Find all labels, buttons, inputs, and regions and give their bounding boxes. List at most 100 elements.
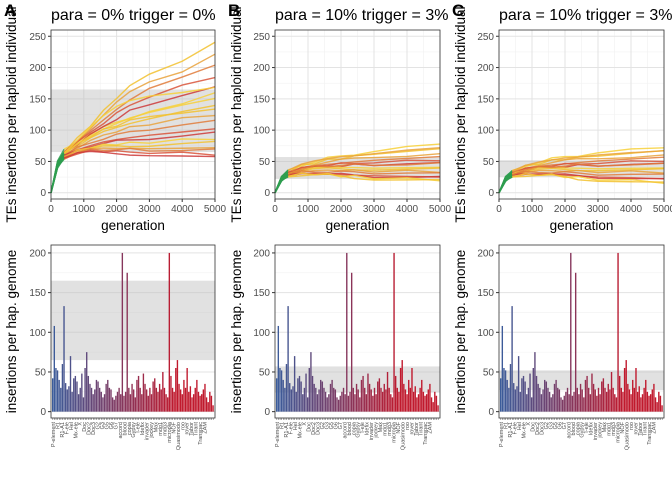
category-label: P-element xyxy=(51,422,57,448)
bar xyxy=(364,387,366,412)
bar xyxy=(139,387,141,412)
bar xyxy=(553,383,556,412)
bar xyxy=(429,383,431,412)
bar xyxy=(430,397,433,412)
bar xyxy=(212,405,214,412)
bar xyxy=(279,368,281,412)
bar xyxy=(503,368,505,412)
category-label: R1 xyxy=(503,422,509,429)
category-label: ZAM xyxy=(652,422,658,434)
bar xyxy=(552,394,554,412)
y-tick-label: 200 xyxy=(29,248,46,259)
bar xyxy=(110,389,112,412)
bar xyxy=(292,386,294,412)
bar xyxy=(661,405,663,412)
y-tick-label: 150 xyxy=(477,288,494,299)
category-label: G3 xyxy=(548,422,554,429)
y-tick-label: 100 xyxy=(253,126,270,137)
bar xyxy=(118,387,120,412)
bar xyxy=(570,252,572,412)
bar xyxy=(81,373,83,412)
x-tick-label: 0 xyxy=(48,204,54,215)
bar xyxy=(620,387,623,412)
category-label: mdg1 xyxy=(607,422,613,436)
bar xyxy=(386,371,389,412)
category-label: NOF xyxy=(171,421,177,433)
shaded-band xyxy=(499,370,664,391)
bar xyxy=(171,387,174,412)
bar xyxy=(651,389,653,412)
y-axis-label: insertions per hap. genome xyxy=(453,250,468,414)
bar xyxy=(285,364,288,412)
bar xyxy=(643,387,645,412)
bar xyxy=(168,252,171,412)
line-panel-C: 0 50 100 150 200 250 0 1000 2000 3000 4000 5000 para… xyxy=(452,1,672,233)
x-axis-label: generation xyxy=(326,218,390,233)
series-line xyxy=(511,162,665,176)
category-label: Idefix xyxy=(365,422,371,435)
panel-title: para = 10% trigger = 3% xyxy=(275,7,448,24)
bar xyxy=(90,387,93,412)
bar xyxy=(76,381,78,412)
bar xyxy=(207,402,209,412)
category-label: F-ele xyxy=(288,422,294,435)
category-label: R1-A1 xyxy=(60,422,66,438)
category-label: accord xyxy=(566,422,572,439)
bar xyxy=(354,394,356,412)
bar xyxy=(167,397,169,412)
category-label: I-ele xyxy=(136,422,142,433)
bar-panel-4: 0 50 100 150 200 P-elementR1R1-A1F-eleHelMx-e… xyxy=(229,244,441,450)
bar xyxy=(636,391,639,412)
bar xyxy=(197,391,200,412)
bar xyxy=(349,391,351,412)
bar xyxy=(368,383,371,412)
bar xyxy=(614,394,616,412)
bar xyxy=(339,395,341,412)
bar xyxy=(284,387,286,412)
bar xyxy=(346,252,348,412)
x-tick-label: 0 xyxy=(496,204,502,215)
bar xyxy=(121,252,124,412)
bar xyxy=(419,387,421,412)
bar xyxy=(362,375,364,412)
category-label: X xyxy=(302,422,308,426)
bar xyxy=(500,378,502,412)
bar xyxy=(517,356,520,412)
category-label: R1 xyxy=(55,422,61,429)
panel-letter: C xyxy=(452,1,464,20)
category-label: R1-A1 xyxy=(508,422,514,438)
bar xyxy=(333,387,335,412)
series-line xyxy=(511,170,665,177)
bar xyxy=(154,378,156,412)
y-tick-label: 250 xyxy=(253,32,270,43)
bar xyxy=(100,391,102,412)
category-label: P-element xyxy=(275,422,281,448)
bar xyxy=(277,325,280,412)
bar xyxy=(633,387,636,412)
category-label: Tirant xyxy=(643,422,649,436)
category-label: Hel xyxy=(517,422,523,430)
bar xyxy=(102,397,104,412)
series-line-early xyxy=(498,174,513,194)
bar xyxy=(534,352,536,412)
bar xyxy=(509,364,512,412)
series-line xyxy=(511,150,665,172)
bar xyxy=(55,368,57,412)
bar xyxy=(504,370,507,412)
bar xyxy=(437,405,439,412)
bar xyxy=(367,373,369,412)
bar xyxy=(316,394,319,412)
y-tick-label: 150 xyxy=(29,288,46,299)
category-label: G5 xyxy=(329,422,335,429)
category-label: P-element xyxy=(499,422,505,448)
series-line xyxy=(512,173,665,185)
line-panel-B: 0 50 100 150 200 250 0 1000 2000 3000 4000 5000 para… xyxy=(228,1,452,233)
bar xyxy=(522,375,525,412)
bar xyxy=(638,386,640,412)
series-line xyxy=(63,138,216,159)
bar xyxy=(300,381,302,412)
x-tick-label: 2000 xyxy=(330,204,353,215)
bar xyxy=(165,394,167,412)
bar xyxy=(73,378,75,412)
category-label: Tabor xyxy=(638,422,644,436)
